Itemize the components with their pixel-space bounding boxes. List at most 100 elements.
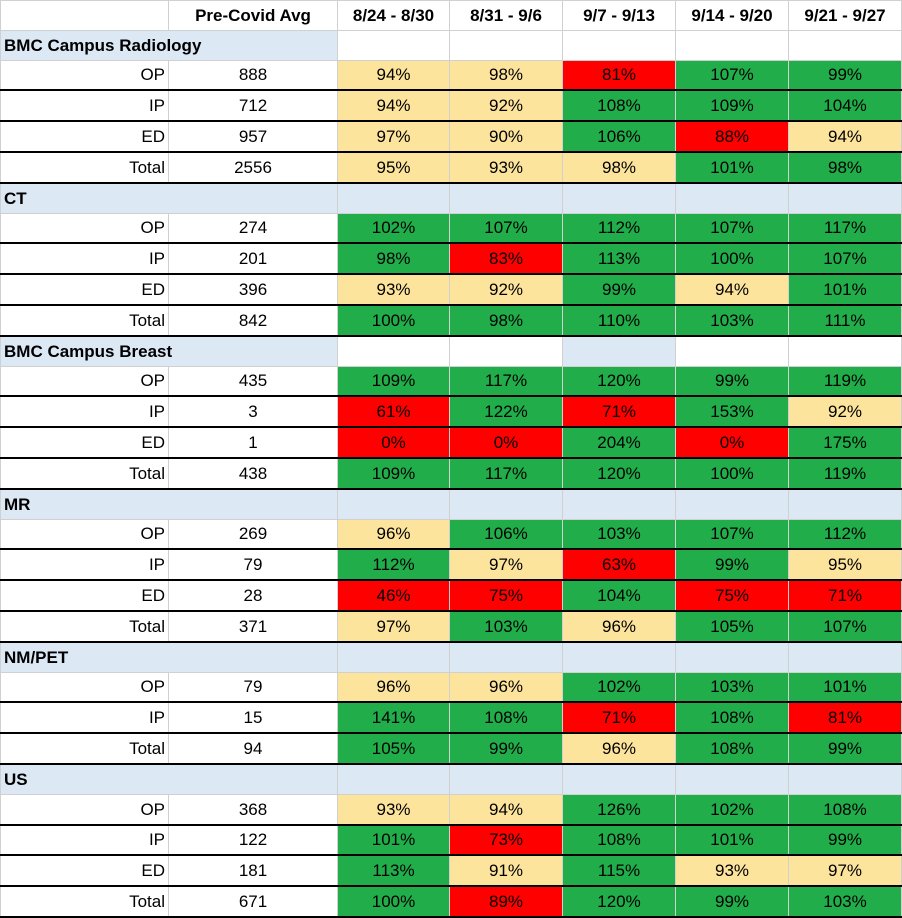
percent-cell: 99%: [449, 732, 563, 765]
percent-cell: 120%: [562, 365, 676, 398]
percent-cell: 75%: [449, 579, 563, 612]
pre-covid-avg-cell: 842: [168, 304, 338, 337]
percent-cell: 204%: [562, 426, 676, 459]
percent-cell: 141%: [337, 701, 450, 735]
percent-cell: 93%: [337, 273, 450, 306]
percent-cell: 100%: [337, 885, 450, 918]
percent-cell: 93%: [675, 854, 789, 888]
percent-cell: 0%: [675, 426, 789, 459]
header-week-5: 9/21 - 9/27: [788, 0, 902, 31]
row-label: Total: [0, 304, 169, 337]
percent-cell: 153%: [675, 395, 789, 429]
percent-cell: 94%: [337, 89, 450, 123]
percent-cell: 93%: [449, 151, 563, 184]
percent-cell: 117%: [449, 457, 563, 490]
section-header-row: US: [0, 763, 902, 795]
percent-cell: 100%: [675, 457, 789, 490]
table-row: IP 122 101% 73% 108% 101% 99%: [0, 824, 902, 857]
header-row: Pre-Covid Avg 8/24 - 8/30 8/31 - 9/6 9/7…: [0, 0, 902, 31]
table-row: OP 888 94% 98% 81% 107% 99%: [0, 59, 902, 92]
percent-cell: 75%: [675, 579, 789, 612]
section-header-cell: [337, 182, 450, 214]
table-row: IP 3 61% 122% 71% 153% 92%: [0, 395, 902, 429]
table-row: IP 201 98% 83% 113% 100% 107%: [0, 242, 902, 276]
pre-covid-avg-cell: 888: [168, 59, 338, 92]
table-row: Total 2556 95% 93% 98% 101% 98%: [0, 151, 902, 184]
percent-cell: 99%: [675, 885, 789, 918]
section-title: CT: [0, 182, 338, 214]
section-header-row: BMC Campus Radiology: [0, 29, 902, 61]
percent-cell: 102%: [337, 212, 450, 245]
row-label: Total: [0, 151, 169, 184]
section-header-cell: [675, 182, 789, 214]
pre-covid-avg-cell: 2556: [168, 151, 338, 184]
percent-cell: 96%: [449, 671, 563, 704]
table-row: IP 712 94% 92% 108% 109% 104%: [0, 89, 902, 123]
pre-covid-avg-cell: 181: [168, 854, 338, 888]
percent-cell: 112%: [337, 548, 450, 582]
percent-cell: 101%: [337, 824, 450, 857]
row-label: OP: [0, 212, 169, 245]
table-row: ED 957 97% 90% 106% 88% 94%: [0, 120, 902, 153]
percent-cell: 98%: [788, 151, 902, 184]
percent-cell: 91%: [449, 854, 563, 888]
table-row: Total 371 97% 103% 96% 105% 107%: [0, 610, 902, 643]
percent-cell: 99%: [562, 273, 676, 306]
percent-cell: 106%: [449, 518, 563, 551]
section-header-cell: [449, 763, 563, 795]
percent-cell: 81%: [562, 59, 676, 92]
section-header-cell: [337, 29, 450, 61]
pre-covid-avg-cell: 269: [168, 518, 338, 551]
section-header-cell: [562, 641, 676, 673]
percent-cell: 112%: [788, 518, 902, 551]
percent-cell: 107%: [675, 212, 789, 245]
section-header-cell: [562, 182, 676, 214]
percent-cell: 101%: [675, 151, 789, 184]
header-week-3: 9/7 - 9/13: [562, 0, 676, 31]
percent-cell: 97%: [337, 120, 450, 153]
table-row: OP 435 109% 117% 120% 99% 119%: [0, 365, 902, 398]
percent-cell: 96%: [337, 518, 450, 551]
pre-covid-avg-cell: 79: [168, 548, 338, 582]
row-label: IP: [0, 89, 169, 123]
section-title: BMC Campus Breast: [0, 335, 338, 367]
percent-cell: 109%: [337, 365, 450, 398]
header-pre-covid-avg: Pre-Covid Avg: [168, 0, 338, 31]
pre-covid-avg-cell: 201: [168, 242, 338, 276]
row-label: Total: [0, 457, 169, 490]
section-header-cell: [675, 335, 789, 367]
pre-covid-avg-cell: 122: [168, 824, 338, 857]
row-label: OP: [0, 59, 169, 92]
header-corner: [0, 0, 169, 31]
percent-cell: 94%: [337, 59, 450, 92]
pre-covid-avg-cell: 438: [168, 457, 338, 490]
percent-cell: 108%: [562, 89, 676, 123]
percent-cell: 120%: [562, 885, 676, 918]
table-row: ED 28 46% 75% 104% 75% 71%: [0, 579, 902, 612]
row-label: IP: [0, 701, 169, 735]
section-header-cell: [449, 182, 563, 214]
table-row: OP 274 102% 107% 112% 107% 117%: [0, 212, 902, 245]
row-label: ED: [0, 273, 169, 306]
percent-cell: 98%: [449, 59, 563, 92]
percent-cell: 119%: [788, 365, 902, 398]
percent-cell: 103%: [675, 304, 789, 337]
percent-cell: 96%: [562, 610, 676, 643]
percent-cell: 71%: [562, 701, 676, 735]
percent-cell: 122%: [449, 395, 563, 429]
percent-cell: 71%: [562, 395, 676, 429]
section-header-cell: [337, 763, 450, 795]
table-row: IP 79 112% 97% 63% 99% 95%: [0, 548, 902, 582]
table-row: Total 94 105% 99% 96% 108% 99%: [0, 732, 902, 765]
percent-cell: 103%: [449, 610, 563, 643]
percent-cell: 101%: [788, 671, 902, 704]
percent-cell: 99%: [788, 732, 902, 765]
section-header-cell: [562, 763, 676, 795]
table-row: OP 79 96% 96% 102% 103% 101%: [0, 671, 902, 704]
percent-cell: 117%: [788, 212, 902, 245]
pre-covid-avg-cell: 957: [168, 120, 338, 153]
section-title: MR: [0, 488, 338, 520]
percent-cell: 73%: [449, 824, 563, 857]
percent-cell: 96%: [562, 732, 676, 765]
